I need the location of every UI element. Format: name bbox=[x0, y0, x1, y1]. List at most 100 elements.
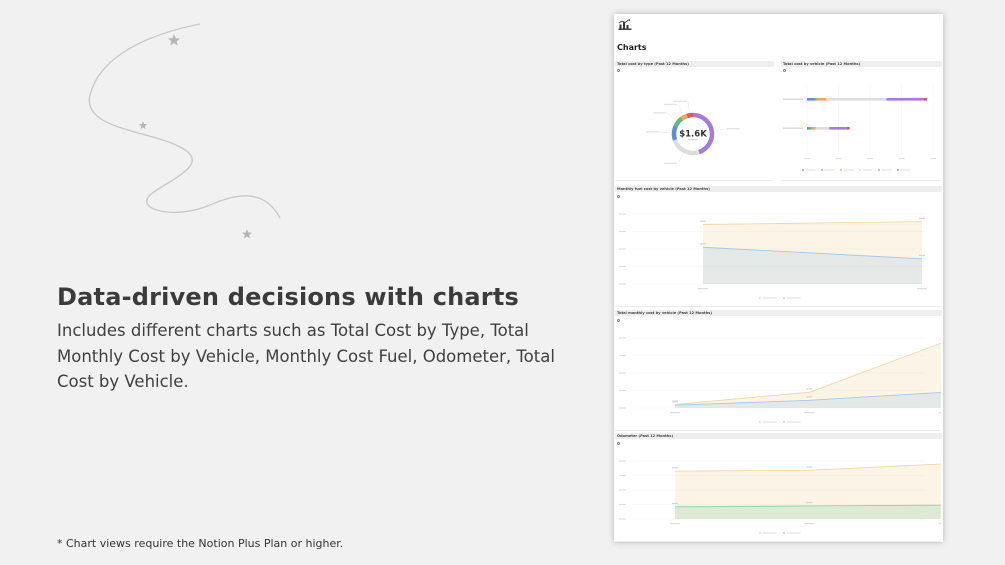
x-tick-placeholder bbox=[698, 288, 708, 290]
section-header-cost-by-type: Total cost by type (Past 12 Months) bbox=[615, 61, 774, 67]
leader-line bbox=[677, 154, 683, 164]
bar-segment bbox=[807, 98, 815, 101]
x-tick-placeholder bbox=[670, 523, 680, 525]
headline: Data-driven decisions with charts bbox=[57, 283, 520, 311]
legend-dot bbox=[802, 169, 804, 171]
odometer-area-chart bbox=[615, 447, 941, 542]
star-icon bbox=[138, 121, 148, 130]
leader-line bbox=[667, 112, 676, 120]
section-header-odometer: Odometer (Past 12 Months) bbox=[615, 433, 942, 439]
series-line bbox=[674, 391, 941, 406]
subtext: Includes different charts such as Total … bbox=[57, 321, 555, 391]
leader-line bbox=[660, 131, 671, 133]
legend-dot bbox=[878, 169, 880, 171]
leader-line bbox=[715, 128, 726, 131]
series-area bbox=[675, 505, 941, 519]
monthly-cost-area-chart bbox=[615, 324, 941, 431]
y-tick-placeholder bbox=[619, 248, 626, 250]
data-label-placeholder bbox=[700, 243, 706, 245]
legend-placeholder bbox=[786, 297, 801, 299]
donut-slice bbox=[673, 116, 684, 127]
legend-placeholder bbox=[881, 169, 892, 171]
y-tick-placeholder bbox=[619, 265, 626, 268]
legend-dot bbox=[783, 297, 785, 299]
x-tick-placeholder bbox=[804, 158, 810, 160]
data-label-placeholder bbox=[700, 220, 706, 222]
legend-dot bbox=[759, 421, 761, 423]
legend-dot bbox=[859, 169, 861, 171]
series-area bbox=[703, 247, 922, 284]
bar-segment bbox=[826, 98, 887, 101]
data-label-placeholder bbox=[919, 254, 925, 256]
series-line bbox=[674, 463, 941, 472]
gear-icon[interactable] bbox=[617, 442, 620, 445]
leader-line bbox=[677, 104, 683, 114]
slice-label-placeholder bbox=[646, 131, 660, 133]
section-header-fuel-by-vehicle: Monthly fuel cost by vehicle (Past 12 Mo… bbox=[615, 186, 942, 192]
y-tick-placeholder bbox=[619, 460, 626, 462]
donut-center-label: $1.6K bbox=[679, 130, 707, 140]
footnote-marker: * bbox=[57, 537, 63, 550]
data-label-placeholder bbox=[919, 217, 925, 219]
fuel-area-chart bbox=[615, 200, 941, 307]
bar-segment bbox=[816, 98, 827, 101]
x-tick-placeholder bbox=[917, 288, 927, 290]
legend-placeholder bbox=[805, 169, 816, 171]
legend-dot bbox=[897, 169, 899, 171]
legend-placeholder bbox=[786, 532, 801, 534]
data-label-placeholder bbox=[806, 396, 813, 398]
x-tick-placeholder bbox=[938, 412, 941, 414]
bar-segment bbox=[811, 127, 816, 130]
bar-segment bbox=[846, 127, 850, 130]
legend-dot bbox=[783, 421, 785, 423]
legend-dot bbox=[840, 169, 842, 171]
data-label-placeholder bbox=[806, 501, 813, 504]
gear-icon[interactable] bbox=[617, 69, 620, 72]
legend-dot bbox=[759, 297, 761, 299]
series-area bbox=[675, 392, 941, 408]
y-tick-placeholder bbox=[619, 407, 626, 409]
series-line bbox=[674, 342, 941, 405]
bar-segment bbox=[808, 127, 812, 130]
gear-icon[interactable] bbox=[617, 195, 620, 198]
x-tick-placeholder bbox=[835, 158, 842, 160]
star-icon bbox=[242, 229, 252, 239]
y-tick-placeholder bbox=[619, 518, 626, 520]
x-tick-placeholder bbox=[938, 523, 941, 525]
slice-label-placeholder bbox=[726, 128, 740, 130]
y-tick-placeholder bbox=[619, 489, 626, 491]
donut-slice bbox=[680, 113, 688, 121]
gear-icon[interactable] bbox=[617, 319, 620, 322]
legend-dot bbox=[821, 169, 823, 171]
bar-segment bbox=[807, 127, 809, 130]
legend-dot bbox=[783, 532, 785, 534]
y-tick-placeholder bbox=[619, 474, 626, 477]
y-tick-placeholder bbox=[619, 230, 626, 233]
legend-placeholder bbox=[862, 169, 873, 171]
stacked-bar-chart bbox=[781, 74, 941, 181]
data-label-placeholder bbox=[806, 466, 813, 468]
data-label-placeholder bbox=[672, 502, 678, 505]
legend-placeholder bbox=[762, 297, 777, 299]
x-tick-placeholder bbox=[670, 412, 680, 414]
data-label-placeholder bbox=[672, 467, 678, 469]
x-tick-placeholder bbox=[867, 158, 873, 160]
section-header-cost-by-vehicle: Total cost by vehicle (Past 12 Months) bbox=[781, 61, 942, 67]
slice-label-placeholder bbox=[664, 103, 678, 106]
chart-logo-icon bbox=[618, 19, 632, 30]
data-label-placeholder bbox=[672, 401, 678, 403]
legend-placeholder bbox=[786, 421, 801, 423]
legend-placeholder bbox=[843, 169, 854, 171]
series-line bbox=[702, 246, 923, 260]
section-header-monthly-cost: Total monthly cost by vehicle (Past 12 M… bbox=[615, 310, 942, 316]
legend-placeholder bbox=[900, 169, 911, 171]
donut-slice bbox=[672, 139, 700, 156]
legend-placeholder bbox=[824, 169, 835, 171]
gear-icon[interactable] bbox=[783, 69, 786, 72]
slice-label-placeholder bbox=[664, 162, 678, 165]
row-label-placeholder bbox=[783, 98, 803, 100]
donut-chart: $1.6K bbox=[615, 74, 773, 181]
donut-sub-placeholder bbox=[688, 139, 698, 141]
data-label-placeholder bbox=[672, 400, 678, 402]
legend-dot bbox=[759, 532, 761, 534]
